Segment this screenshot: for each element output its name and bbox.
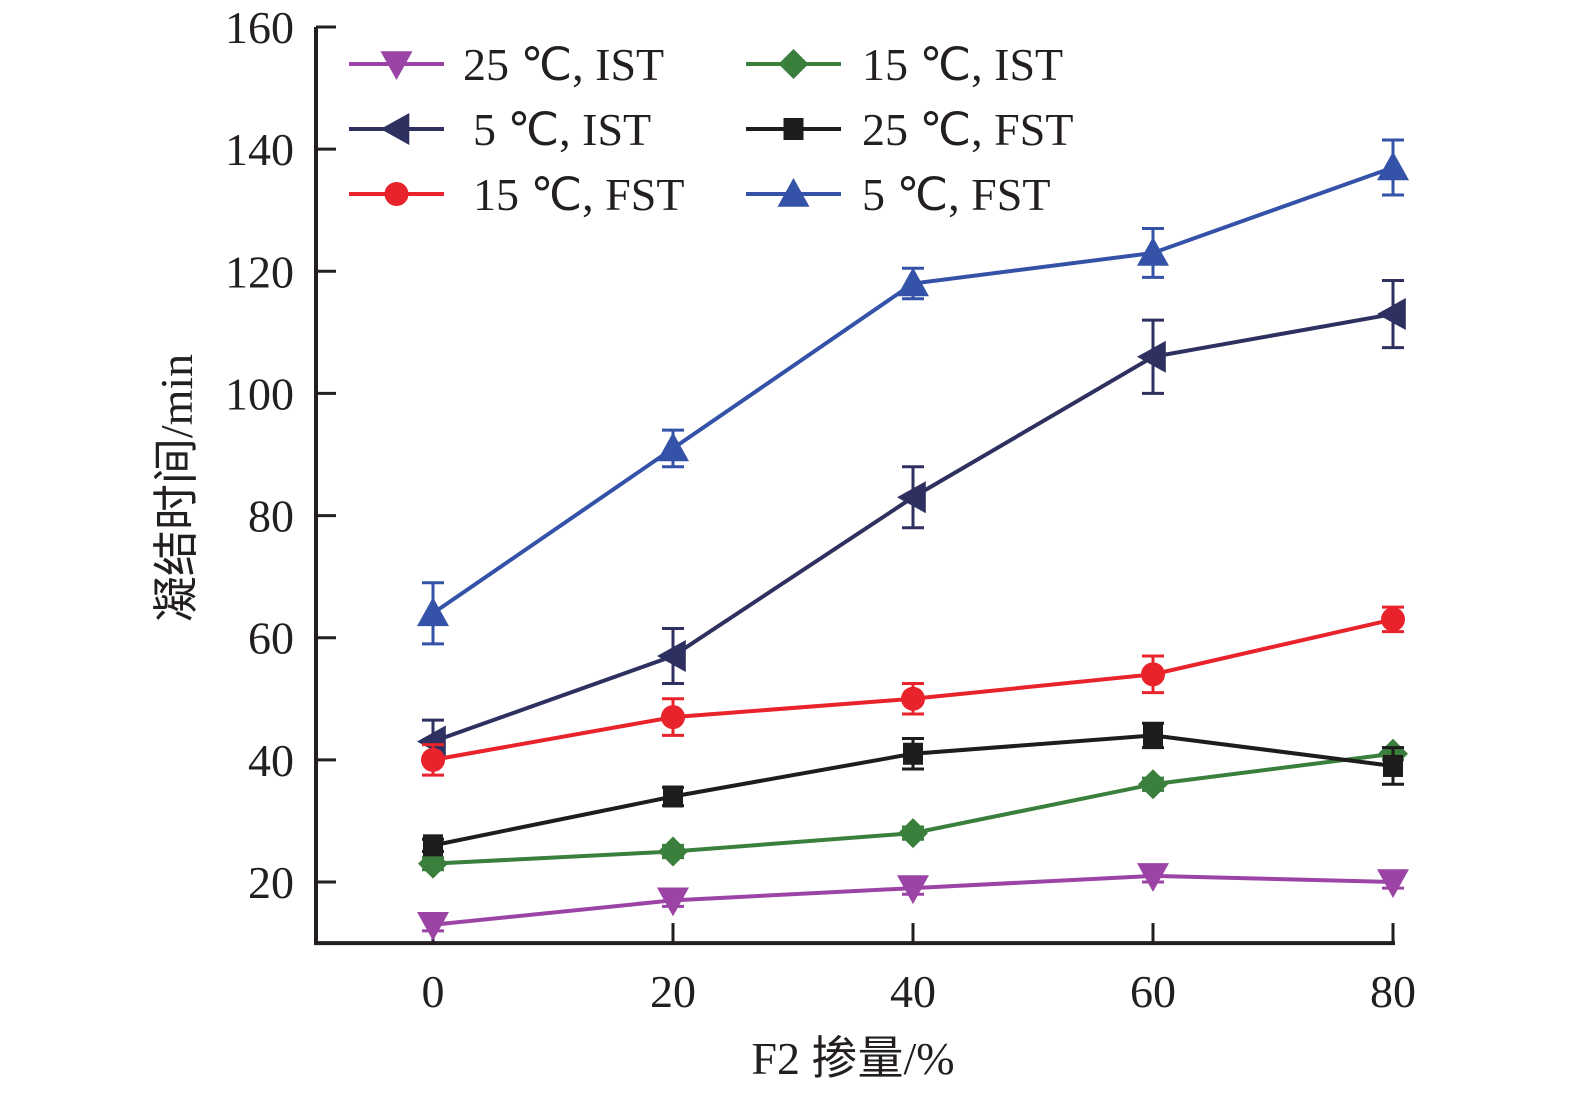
series-4 bbox=[421, 605, 1405, 777]
x-tick-label: 60 bbox=[1130, 966, 1176, 1017]
y-tick-label: 40 bbox=[248, 735, 294, 786]
data-point bbox=[657, 887, 689, 917]
y-tick-label: 120 bbox=[225, 246, 294, 297]
data-point bbox=[903, 742, 923, 765]
data-point bbox=[661, 705, 685, 730]
legend-label: 5 ℃, IST bbox=[473, 104, 651, 155]
legend-marker bbox=[778, 49, 809, 79]
data-point bbox=[1137, 863, 1169, 892]
legend-item: 5 ℃, IST bbox=[349, 104, 651, 155]
y-tick-label: 140 bbox=[225, 124, 294, 175]
legend: 25 ℃, IST 15 ℃, IST 5 ℃, IST 25 ℃, FST 15 ℃,… bbox=[349, 39, 1073, 220]
data-point bbox=[421, 747, 445, 772]
legend-item: 15 ℃, IST bbox=[746, 39, 1063, 90]
series-line bbox=[431, 165, 1394, 615]
x-tick-label: 20 bbox=[650, 966, 696, 1017]
y-tick-label: 80 bbox=[248, 491, 294, 542]
legend-label: 25 ℃, FST bbox=[862, 104, 1073, 155]
legend-item: 15 ℃, FST bbox=[349, 169, 684, 220]
legend-marker bbox=[777, 178, 810, 207]
data-point bbox=[423, 834, 443, 857]
data-point bbox=[1143, 724, 1163, 747]
data-point bbox=[1381, 607, 1405, 632]
data-point bbox=[1137, 236, 1169, 266]
data-point bbox=[417, 597, 449, 627]
series-2 bbox=[417, 278, 1406, 765]
data-point bbox=[1138, 769, 1168, 800]
data-point bbox=[1137, 340, 1166, 373]
data-point bbox=[663, 785, 683, 808]
data-point bbox=[657, 432, 689, 462]
data-point bbox=[658, 836, 688, 867]
y-axis-title: 凝结时间/min bbox=[151, 354, 202, 622]
legend-label: 15 ℃, FST bbox=[473, 169, 684, 220]
series-5 bbox=[417, 138, 1409, 646]
legend-label: 25 ℃, IST bbox=[463, 39, 664, 90]
legend-label: 5 ℃, FST bbox=[862, 169, 1050, 220]
x-tick-label: 80 bbox=[1370, 966, 1416, 1017]
y-tick-label: 20 bbox=[248, 857, 294, 908]
y-tick-label: 60 bbox=[248, 613, 294, 664]
series-layer bbox=[417, 138, 1409, 941]
data-point bbox=[898, 818, 928, 849]
data-point bbox=[1377, 298, 1406, 331]
series-3 bbox=[422, 721, 1404, 857]
data-point bbox=[901, 686, 925, 711]
legend-marker bbox=[380, 51, 413, 80]
x-axis-title: F2 掺量/% bbox=[751, 1033, 954, 1084]
series-0 bbox=[417, 863, 1409, 941]
x-tick-label: 0 bbox=[422, 966, 445, 1017]
data-point bbox=[1383, 754, 1403, 777]
data-point bbox=[657, 640, 686, 673]
data-point bbox=[417, 911, 449, 941]
legend-label: 15 ℃, IST bbox=[862, 39, 1063, 90]
legend-item: 5 ℃, FST bbox=[746, 169, 1050, 220]
data-point bbox=[1377, 151, 1409, 181]
legend-marker bbox=[783, 118, 804, 140]
legend-marker bbox=[384, 182, 409, 206]
legend-marker bbox=[380, 113, 410, 145]
y-tick-label: 160 bbox=[225, 2, 294, 53]
x-tick-label: 40 bbox=[890, 966, 936, 1017]
y-tick-label: 100 bbox=[225, 368, 294, 419]
data-point bbox=[897, 875, 929, 905]
legend-item: 25 ℃, FST bbox=[746, 104, 1073, 155]
data-point bbox=[897, 481, 926, 514]
data-point bbox=[1377, 869, 1409, 898]
data-point bbox=[897, 267, 929, 297]
legend-item: 25 ℃, IST bbox=[349, 39, 664, 90]
data-point bbox=[1141, 662, 1165, 687]
axes: 20 40 60 80 100 120 140 160 0 20 40 60 80 bbox=[225, 2, 1416, 1017]
